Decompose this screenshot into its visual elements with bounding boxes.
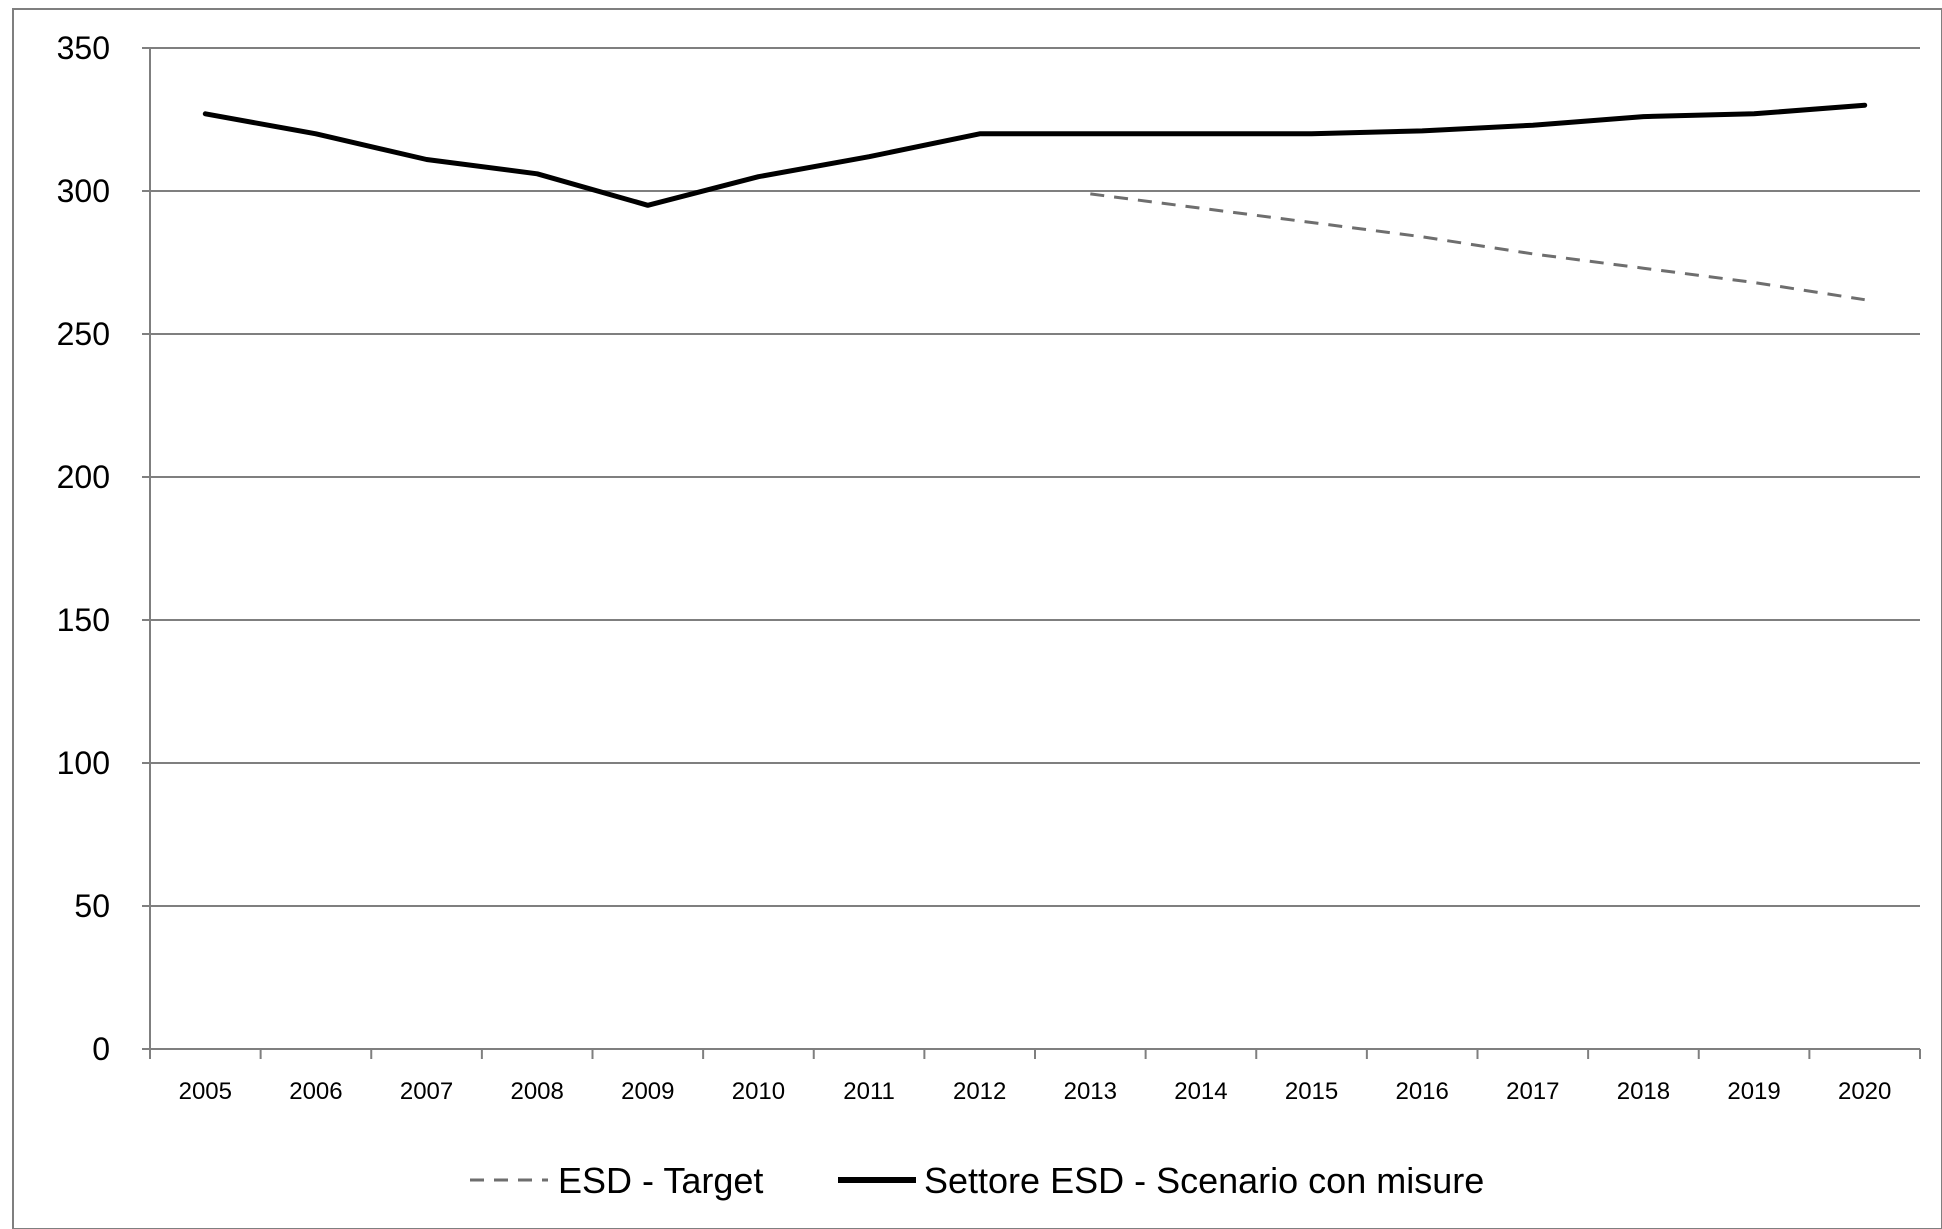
x-tick-label: 2018 (1617, 1078, 1670, 1105)
axes (142, 48, 1921, 1059)
series-line-0 (1090, 192, 1865, 302)
x-tick-label: 2016 (1395, 1078, 1448, 1105)
x-tick-label: 2005 (179, 1078, 232, 1105)
y-tick-label: 100 (57, 745, 110, 781)
x-tick-label: 2013 (1064, 1078, 1117, 1105)
x-tick-labels: 2005 2006 2007 2008 2009 2010 2011 2012 2013 2014… (179, 1078, 1892, 1105)
x-tick-label: 2019 (1727, 1078, 1780, 1105)
y-tick-labels: 0 50 100 150 200 250 300 350 (57, 30, 110, 1067)
y-tick-label: 350 (57, 30, 110, 66)
y-tick-label: 50 (74, 888, 110, 924)
x-tick-label: 2020 (1838, 1078, 1891, 1105)
x-tick-label: 2009 (621, 1078, 674, 1105)
series-line-1 (202, 102, 1868, 208)
y-tick-label: 300 (57, 173, 110, 209)
legend: ESD - Target Settore ESD - Scenario con … (470, 1160, 1484, 1201)
x-tick-label: 2007 (400, 1078, 453, 1105)
x-tick-label: 2017 (1506, 1078, 1559, 1105)
x-tick-label: 2014 (1174, 1078, 1227, 1105)
legend-label-esd-target: ESD - Target (558, 1160, 763, 1201)
legend-label-settore-esd: Settore ESD - Scenario con misure (924, 1160, 1484, 1201)
x-tick-label: 2015 (1285, 1078, 1338, 1105)
y-tick-label: 0 (92, 1031, 110, 1067)
x-tick-label: 2008 (510, 1078, 563, 1105)
x-tick-label: 2012 (953, 1078, 1006, 1105)
x-tick-label: 2011 (843, 1078, 895, 1105)
y-tick-label: 200 (57, 459, 110, 495)
y-tick-label: 250 (57, 316, 110, 352)
x-tick-label: 2006 (289, 1078, 342, 1105)
gridlines (142, 47, 1920, 907)
y-tick-label: 150 (57, 602, 110, 638)
series-lines (202, 102, 1868, 302)
x-tick-label: 2010 (732, 1078, 785, 1105)
